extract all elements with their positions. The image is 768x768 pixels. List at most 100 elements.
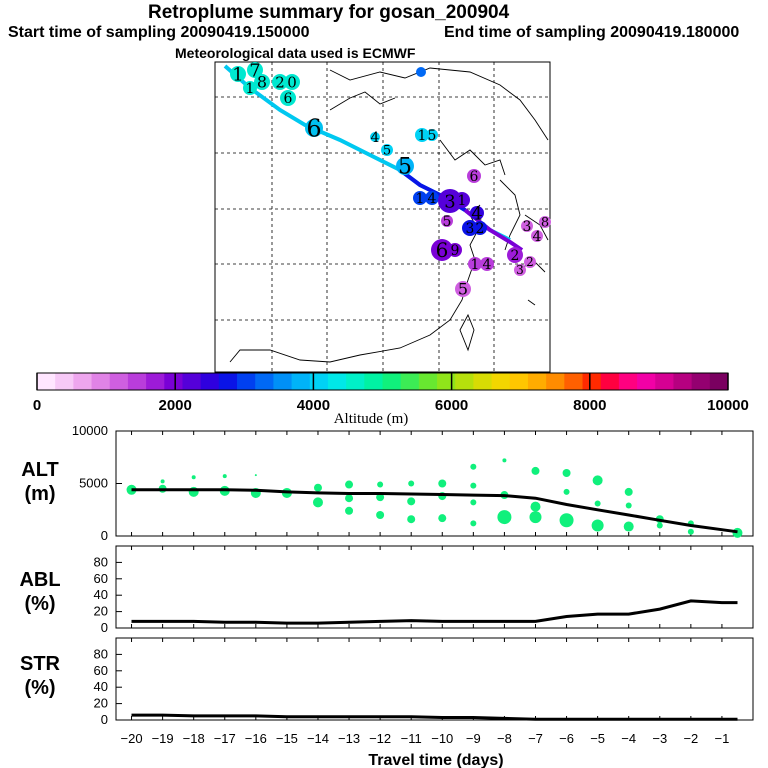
colorbar-swatch [637,373,656,390]
colorbar-swatch [564,373,584,390]
map-cluster-label: 2 [526,255,534,269]
altitude-point [625,502,632,509]
panel-frame [115,637,754,721]
panel-title: ABL [19,569,60,591]
colorbar-swatch [200,373,220,390]
colorbar-swatch [346,373,365,390]
x-tick-label: −8 [497,731,512,746]
map-cluster-marker [454,192,470,208]
map-cluster-marker [507,247,523,263]
colorbar-swatch [273,373,293,390]
map-cluster-marker [272,74,288,90]
altitude-point [502,458,507,463]
altitude-point [377,481,384,488]
map-cluster-marker [254,74,270,90]
colorbar-swatch [55,373,74,390]
map-cluster-marker [470,206,484,220]
x-tick-label: −17 [214,731,236,746]
map-cluster-label: 1 [246,81,255,97]
map-cluster-label: 4 [371,130,380,146]
altitude-point [313,483,322,492]
colorbar-swatch [600,373,620,390]
altitude-point [470,499,477,506]
colorbar-tick-label: 4000 [297,397,330,414]
altitude-point [345,494,354,503]
colorbar-swatch [491,373,511,390]
x-tick-label: −14 [307,731,329,746]
map-cluster-marker [415,128,429,142]
map-cluster-marker [531,230,543,242]
x-tick-label: −3 [652,731,667,746]
x-tick-label: −13 [338,731,360,746]
time-panels: ALT(m)1000050000ABL(%)806040200STR(%)806… [19,423,754,768]
altitude-point [470,520,477,527]
map-cluster-marker [514,264,526,276]
colorbar-swatch [182,373,202,390]
map-cluster-label: 6 [284,91,293,107]
x-tick-label: −9 [466,731,481,746]
y-tick-label: 40 [94,587,108,602]
colorbar-swatch [527,373,547,390]
colorbar-swatch [418,373,438,390]
altitude-point [594,500,601,507]
map-cluster-marker [468,257,482,271]
altitude-point [407,497,416,506]
map-cluster-marker [230,66,246,82]
map-cluster-marker [426,129,438,141]
map-cluster-marker [462,220,478,236]
colorbar-swatch [546,373,565,390]
map-cluster-marker [425,191,439,205]
map-cluster-label: 5 [428,128,437,144]
colorbar-swatch [309,373,329,390]
altitude-point [497,510,512,525]
map-cluster-label: 6 [470,169,479,185]
map-cluster-label: 7 [249,60,260,81]
colorbar-swatch [437,373,456,390]
end-time: End time of sampling 20090419.180000 [444,24,740,41]
map-cluster-label: 8 [541,216,549,231]
colorbar-swatch [73,373,93,390]
altitude-point [470,482,477,489]
colorbar-swatch [582,373,602,390]
colorbar-swatch [255,373,274,390]
altitude-point [191,475,196,480]
colorbar-tick-label: 0 [33,397,41,414]
colorbar-swatch [237,373,256,390]
colorbar-swatch [164,373,183,390]
altitude-point [592,475,603,486]
altitude-point [623,521,634,532]
page-title: Retroplume summary for gosan_200904 [148,2,510,23]
map-cluster-marker [370,132,380,142]
map-cluster-label: 1 [458,193,467,209]
y-tick-label: 80 [94,554,108,569]
map-cluster-label: 1 [418,128,427,144]
map-cluster-marker [416,67,426,77]
colorbar-tick-label: 2000 [159,397,192,414]
colorbar-swatch [691,373,711,390]
altitude-point [438,479,447,488]
altitude-point [563,488,570,495]
map-cluster-label: 4 [428,191,437,207]
y-tick-label: 40 [94,679,108,694]
panel-frame [115,545,754,629]
altitude-point [562,469,571,477]
colorbar-swatch [327,373,347,390]
colorbar-swatch [127,373,147,390]
map-cluster-marker [539,216,551,228]
map-cluster-marker [441,215,453,227]
x-tick-label: −18 [183,731,205,746]
map-cluster-marker [413,191,427,205]
map-cluster-marker [284,74,300,90]
altitude-colorbar: 0 2000 4000 6000 8000 10000 [33,372,749,414]
x-tick-label: −6 [559,731,574,746]
colorbar-swatch [218,373,238,390]
map-cluster-marker [455,281,471,297]
map-cluster-marker [467,169,481,183]
colorbar-swatch [618,373,638,390]
map-cluster-label: 6 [436,238,449,262]
map-cluster-label: 4 [483,257,492,273]
x-tick-label: −5 [590,731,605,746]
